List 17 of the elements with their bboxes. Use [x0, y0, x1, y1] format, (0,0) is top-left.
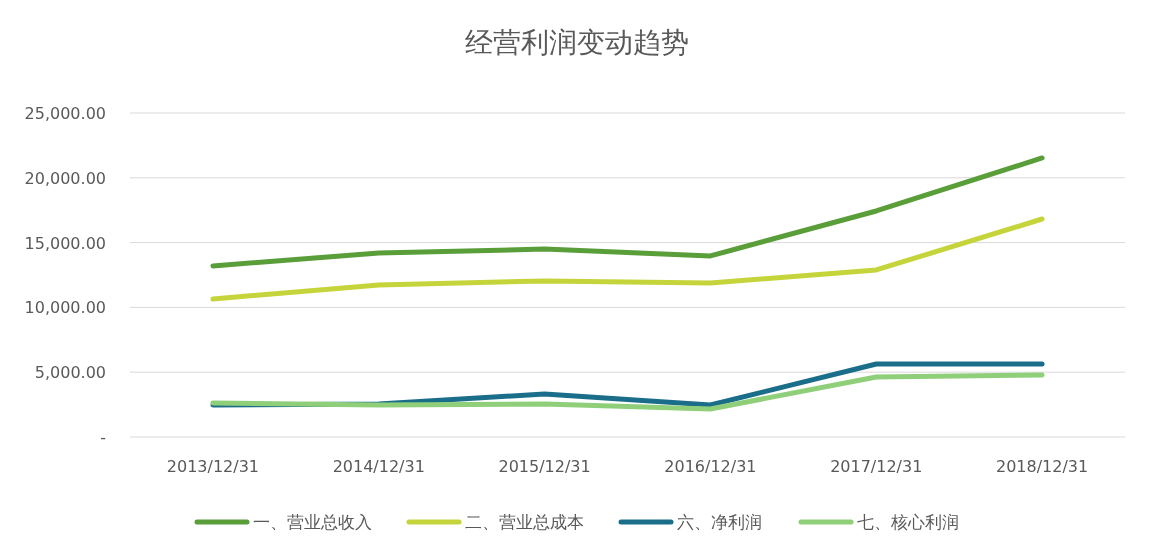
x-tick-label: 2015/12/31	[498, 457, 591, 476]
y-tick-label: 5,000.00	[34, 363, 106, 383]
x-tick-label: 2013/12/31	[166, 457, 260, 476]
legend-label: 七、核心利润	[857, 512, 959, 532]
y-tick-label: 20,000.00	[24, 168, 106, 188]
x-tick-label: 2016/12/31	[664, 457, 757, 476]
y-tick-label: 25,000.00	[24, 104, 106, 123]
legend-label: 一、营业总收入	[253, 512, 372, 532]
y-tick-label: -	[100, 428, 106, 447]
x-tick-label: 2014/12/31	[332, 457, 425, 476]
chart-title: 经营利润变动趋势	[465, 26, 689, 59]
y-tick-label: 15,000.00	[24, 233, 106, 253]
x-tick-label: 2018/12/31	[995, 457, 1089, 476]
x-tick-label: 2017/12/31	[830, 457, 923, 476]
legend-label: 六、净利润	[677, 512, 762, 532]
y-tick-label: 10,000.00	[24, 298, 106, 318]
legend-label: 二、营业总成本	[465, 512, 584, 532]
